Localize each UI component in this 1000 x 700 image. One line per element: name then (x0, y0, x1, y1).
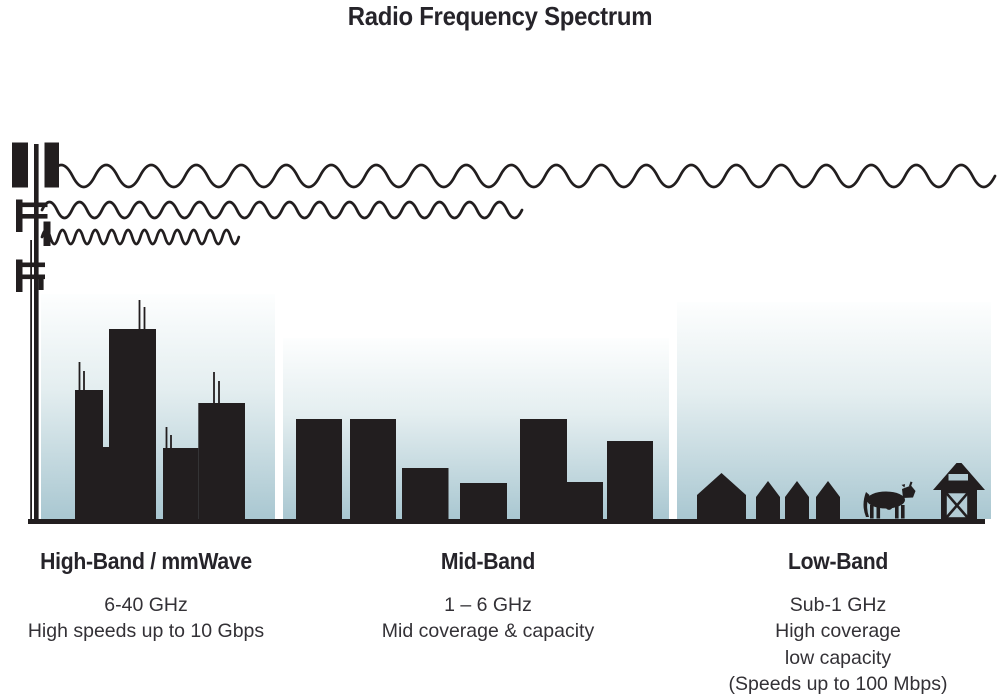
barn-icon (933, 463, 985, 520)
low-band-long-wavelength-wave (48, 163, 997, 189)
tower-cable (30, 240, 32, 519)
mid-band-label-group: Mid-Band 1 – 6 GHz Mid coverage & capaci… (348, 549, 628, 645)
mid-rise-building (607, 441, 653, 519)
low-band-frequency: Sub-1 GHz (789, 594, 887, 616)
low-band-coverage: High coverage (775, 620, 901, 643)
low-band-rural-scene (697, 463, 985, 520)
high-band-title: High-Band / mmWave (40, 548, 252, 574)
skyscraper (198, 403, 245, 519)
mid-rise-building (520, 419, 567, 519)
tower-lower-antenna-panel (16, 259, 23, 292)
cell-tower-icon (12, 142, 59, 519)
mid-rise-building (296, 419, 342, 519)
high-band-short-wavelength-wave (40, 228, 241, 246)
tower-top-antenna-right (44, 142, 59, 188)
high-band-speed: High speeds up to 10 Gbps (27, 620, 265, 643)
high-band-skyline (75, 300, 245, 519)
tower-mid-antenna-right (43, 221, 51, 246)
low-band-capacity: low capacity (784, 646, 892, 669)
house-icon (785, 481, 809, 519)
mid-band-title: Mid-Band (440, 548, 536, 574)
radio-waves (40, 163, 997, 246)
house-icon (756, 481, 780, 519)
page-title: Radio Frequency Spectrum (347, 1, 653, 31)
mid-band-coverage: Mid coverage & capacity (381, 620, 595, 643)
house-icon (697, 473, 746, 519)
mid-rise-building (350, 419, 396, 519)
low-band-details: Sub-1 GHz High coverage low capacity (Sp… (698, 592, 978, 697)
skyscraper (75, 390, 103, 519)
high-band-details: 6-40 GHz High speeds up to 10 Gbps (6, 592, 286, 645)
house-icon (816, 481, 840, 519)
mid-rise-building (460, 483, 507, 519)
mid-rise-building (402, 468, 449, 519)
tower-mid-antenna-panel (16, 199, 23, 232)
mid-band-medium-wavelength-wave (40, 200, 524, 220)
cow-icon (863, 481, 916, 519)
mid-band-details: 1 – 6 GHz Mid coverage & capacity (348, 592, 628, 645)
high-band-label-group: High-Band / mmWave 6-40 GHz High speeds … (6, 549, 286, 645)
low-band-speed: (Speeds up to 100 Mbps) (728, 672, 948, 695)
high-band-frequency: 6-40 GHz (104, 594, 188, 616)
mid-rise-building (567, 482, 603, 519)
mid-band-frequency: 1 – 6 GHz (444, 594, 532, 616)
low-band-title: Low-Band (787, 548, 889, 574)
tower-top-antenna-left (12, 142, 28, 188)
barn-loft-vent (948, 474, 968, 481)
low-band-label-group: Low-Band Sub-1 GHz High coverage low cap… (698, 549, 978, 697)
skyscraper (109, 329, 156, 519)
mid-band-skyline (296, 419, 653, 519)
tower-pole (34, 144, 39, 519)
skyscraper (163, 448, 199, 519)
ground-baseline (28, 519, 985, 524)
